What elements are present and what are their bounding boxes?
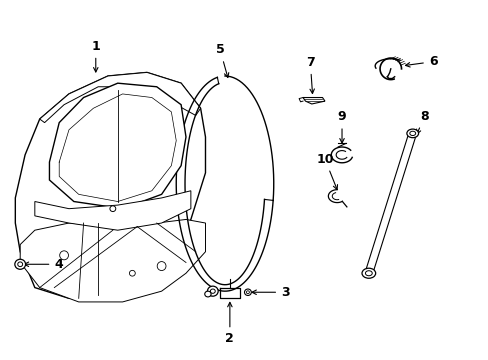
Ellipse shape: [210, 289, 215, 293]
Polygon shape: [35, 191, 190, 230]
Text: 10: 10: [316, 153, 337, 189]
Ellipse shape: [60, 251, 68, 260]
Polygon shape: [15, 72, 205, 298]
Ellipse shape: [110, 206, 116, 212]
Polygon shape: [20, 220, 205, 302]
Text: 2: 2: [225, 302, 234, 345]
Text: 1: 1: [91, 40, 100, 72]
Ellipse shape: [157, 262, 165, 271]
Ellipse shape: [244, 289, 251, 296]
Text: 4: 4: [24, 258, 63, 271]
Polygon shape: [49, 83, 185, 209]
Text: 9: 9: [337, 110, 346, 143]
Ellipse shape: [129, 270, 135, 276]
Text: 8: 8: [416, 110, 428, 134]
Circle shape: [406, 129, 418, 138]
Text: 5: 5: [215, 43, 228, 77]
Circle shape: [409, 131, 415, 135]
Ellipse shape: [204, 291, 211, 297]
Ellipse shape: [207, 286, 218, 296]
Text: 6: 6: [405, 55, 437, 68]
Ellipse shape: [246, 291, 249, 294]
Circle shape: [365, 271, 371, 276]
Text: 3: 3: [251, 286, 289, 299]
Ellipse shape: [18, 262, 22, 267]
Text: 7: 7: [305, 56, 314, 94]
Polygon shape: [40, 72, 200, 123]
Circle shape: [361, 268, 375, 278]
Ellipse shape: [15, 259, 25, 269]
Polygon shape: [303, 98, 325, 104]
